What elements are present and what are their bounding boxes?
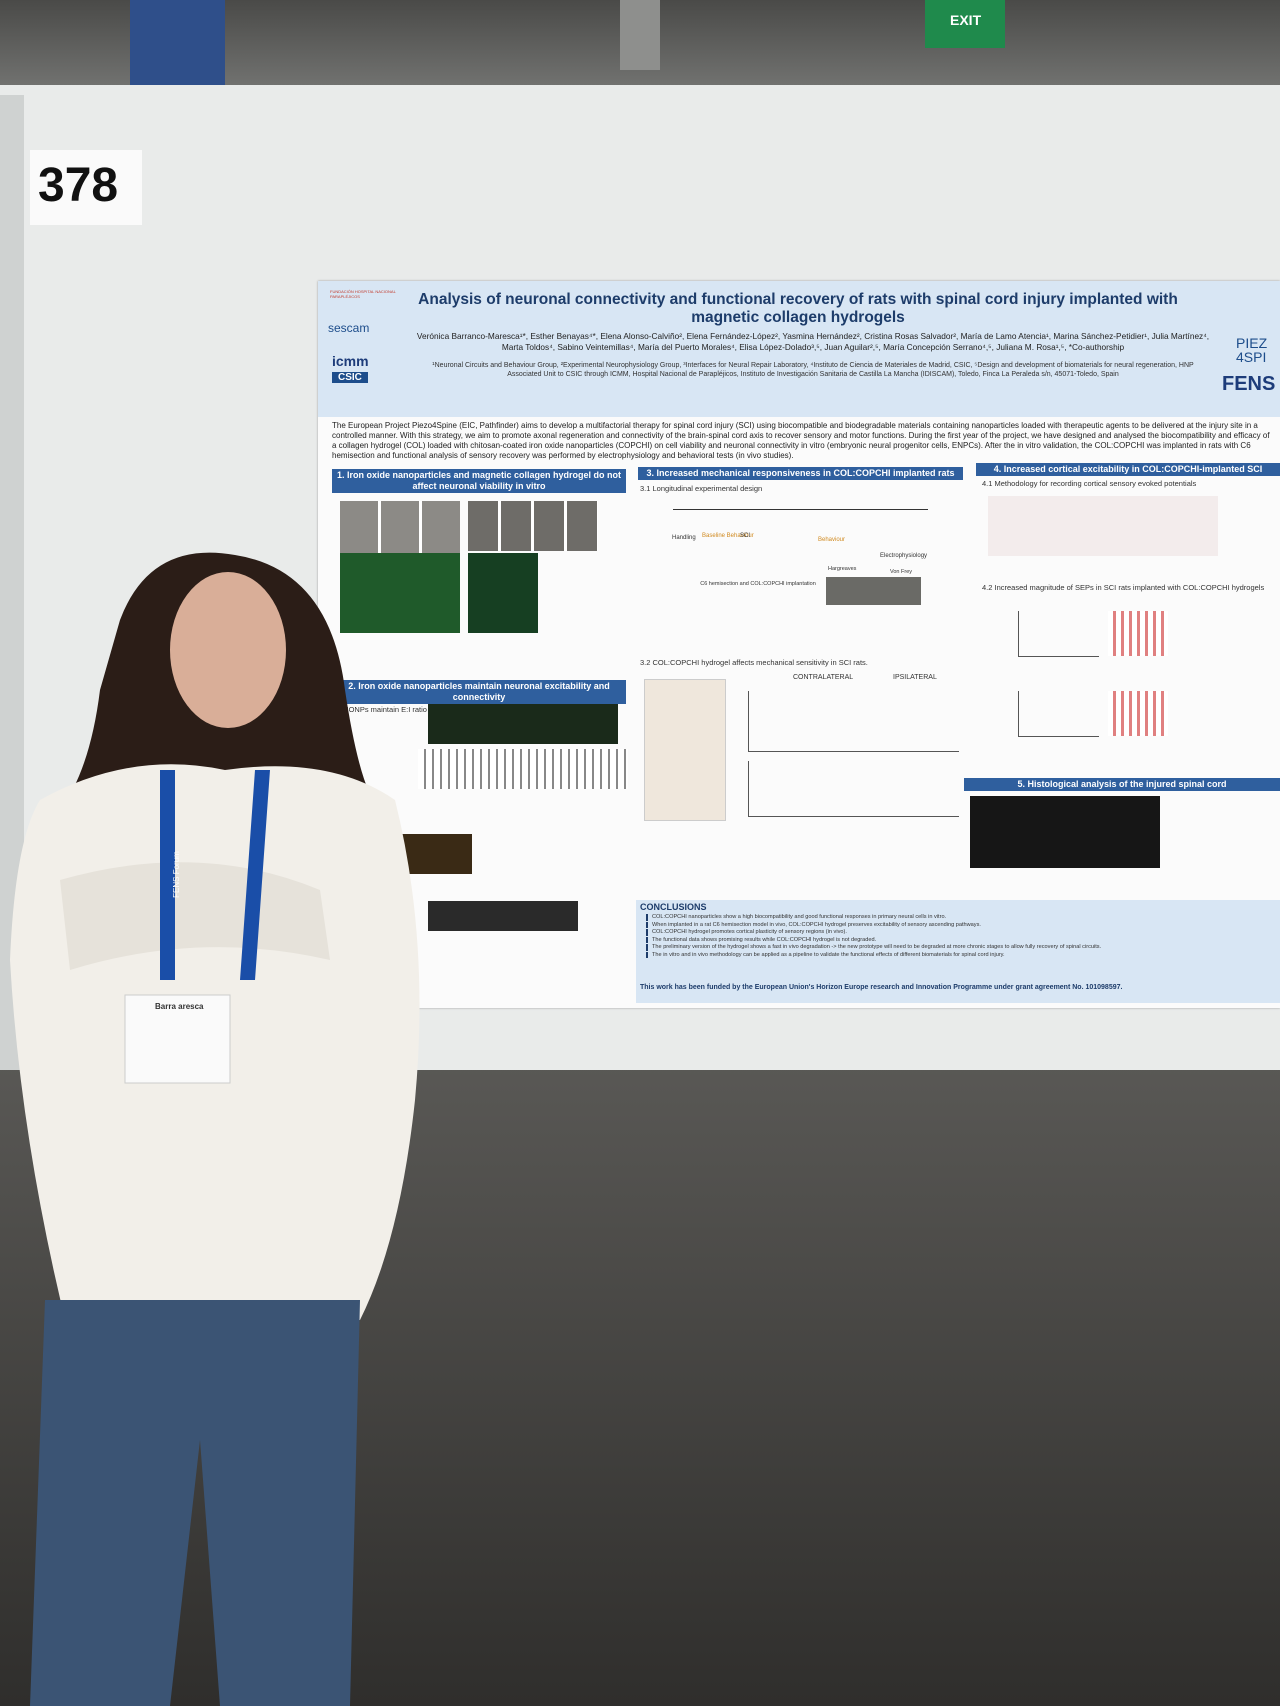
figure-histology — [970, 796, 1160, 868]
timeline-axis — [673, 509, 928, 510]
conclusion-item: COL:COPCHI nanoparticles show a high bio… — [646, 914, 1206, 921]
column — [620, 0, 660, 70]
board-number: 378 — [38, 159, 119, 212]
subsection: 2.1 IONPs maintain E:I ratio — [334, 705, 427, 714]
subsection: 4.2 Increased magnitude of SEPs in SCI r… — [982, 583, 1265, 592]
poster-intro: The European Project Piezo4Spine (EIC, P… — [332, 421, 1270, 460]
conclusion-item: The functional data shows promising resu… — [646, 936, 1206, 943]
timeline-label: Handling — [672, 535, 696, 541]
section-heading: 2. Iron oxide nanoparticles maintain neu… — [332, 680, 626, 704]
timeline-label: Von Frey — [890, 569, 913, 575]
lanyard-text: FENS Forum — [171, 851, 181, 898]
figure-viability — [340, 553, 460, 633]
exit-sign — [925, 0, 1005, 48]
badge-name: Barra aresca — [155, 1002, 204, 1011]
banner — [130, 0, 225, 90]
poster-authors: Verónica Barranco-Maresca¹*, Esther Bena… — [416, 331, 1210, 352]
timeline-label: C6 hemisection and COL:COPCHI implantati… — [700, 581, 816, 587]
conclusion-item: The in vitro and in vivo methodology can… — [646, 951, 1206, 958]
subsection: 3.1 Longitudinal experimental design — [640, 484, 763, 493]
conclusions-list: COL:COPCHI nanoparticles show a high bio… — [646, 914, 1206, 959]
subsection: 3.2 COL:COPCHI hydrogel affects mechanic… — [640, 658, 868, 667]
lanyard — [160, 770, 270, 980]
logo-sescam: sescam — [328, 321, 370, 335]
plot-label: IPSILATERAL — [893, 674, 937, 681]
figure-method — [988, 496, 1218, 556]
badge — [124, 994, 231, 1084]
timeline-label: Electrophysiology — [880, 553, 928, 559]
timeline-label: SCI — [740, 533, 751, 539]
plot-label: CONTRALATERAL — [793, 674, 854, 681]
conclusion-item: COL:COPCHI hydrogel promotes cortical pl… — [646, 929, 1206, 936]
poster-affiliations: ¹Neuronal Circuits and Behaviour Group, … — [432, 362, 1194, 378]
person — [10, 552, 420, 1706]
figure-plots — [748, 691, 959, 752]
poster: FUNDACIÓN HOSPITAL NACIONAL PARAPLÉJICOS… — [318, 281, 1280, 1008]
exit-text: EXIT — [950, 12, 982, 28]
figure-calcium — [428, 901, 578, 931]
figure-sep — [1018, 691, 1099, 737]
conclusion-item: When implanted in a rat C6 hemisection m… — [646, 921, 1206, 928]
conclusions-heading: CONCLUSIONS — [640, 902, 707, 912]
figure-sep-bars — [1108, 691, 1168, 736]
poster-title: Analysis of neuronal connectivity and fu… — [418, 291, 1178, 326]
figure-schematic — [644, 679, 726, 821]
timeline-label: Hargreaves — [828, 566, 857, 572]
figure-setup — [826, 577, 921, 605]
figure-ei — [428, 704, 618, 744]
figure-sep — [1018, 611, 1099, 657]
face — [170, 572, 286, 728]
timeline-label: Behaviour — [818, 537, 846, 543]
figure-sem — [468, 501, 598, 551]
section-heading: 3. Increased mechanical responsiveness i… — [638, 467, 963, 480]
jeans — [30, 1300, 360, 1706]
logo-csic: CSIC — [332, 372, 368, 383]
timeline-label: Baseline Behaviour — [702, 533, 754, 539]
section-heading: 4. Increased cortical excitability in CO… — [976, 463, 1280, 476]
poster-header — [318, 281, 1280, 417]
logo-icmm: icmm — [332, 353, 369, 369]
section-heading: 5. Histological analysis of the injured … — [964, 778, 1280, 791]
conclusion-item: The preliminary version of the hydrogel … — [646, 944, 1206, 951]
conclusions-box: CONCLUSIONS COL:COPCHI nanoparticles sho… — [636, 900, 1280, 1003]
funding: This work has been funded by the Europea… — [640, 984, 1123, 991]
section-heading: 1. Iron oxide nanoparticles and magnetic… — [332, 469, 626, 493]
subsection: 4.1 Methodology for recording cortical s… — [982, 479, 1197, 488]
logo-fens: FENS — [1222, 373, 1276, 395]
number-card — [30, 150, 142, 225]
figure-viability-2 — [468, 553, 538, 633]
logo-piezo: PIEZ 4SPI — [1236, 335, 1268, 365]
crossed-arms — [60, 862, 330, 970]
figure-plots — [748, 761, 959, 817]
figure-bars — [418, 749, 628, 789]
figure-sep-bars — [1108, 611, 1168, 656]
logo-hnp: FUNDACIÓN HOSPITAL NACIONAL PARAPLÉJICOS — [330, 289, 396, 299]
